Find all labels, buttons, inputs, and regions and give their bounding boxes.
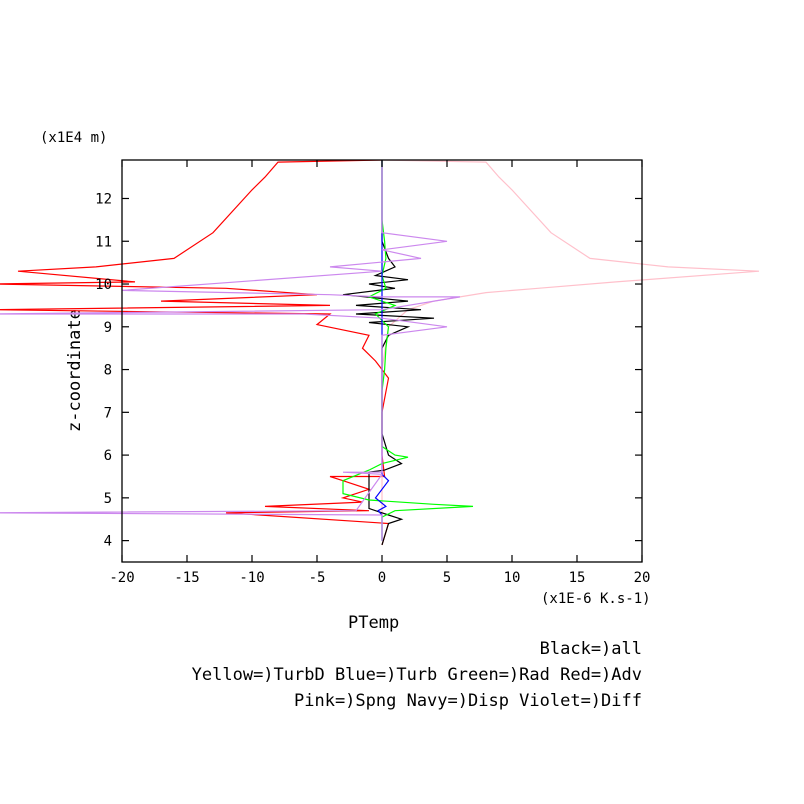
series-line-3 xyxy=(342,160,474,541)
series-line-2 xyxy=(342,160,435,546)
y-tick-label-7: 11 xyxy=(95,234,112,250)
y-tick-label-5: 9 xyxy=(104,320,112,336)
y-tick-label-4: 8 xyxy=(104,363,112,379)
y-tick-label-8: 12 xyxy=(95,191,112,207)
y-tick-label-3: 7 xyxy=(104,405,112,421)
x-axis-title: PTemp xyxy=(348,613,399,633)
y-tick-label-6: 10 xyxy=(95,277,112,293)
x-tick-label-6: 10 xyxy=(504,570,521,586)
x-unit-label: (x1E-6 K.s-1) xyxy=(541,591,651,607)
series-line-5 xyxy=(0,160,461,541)
y-axis-title: z-coordinate xyxy=(65,309,85,432)
series-line-0 xyxy=(0,160,390,546)
y-tick-label-0: 4 xyxy=(104,534,112,550)
x-tick-label-3: -5 xyxy=(309,570,326,586)
x-tick-label-8: 20 xyxy=(634,570,651,586)
x-tick-label-2: -10 xyxy=(239,570,264,586)
y-unit-label: (x1E4 m) xyxy=(40,130,107,146)
ticks-group: -20 -15 -10 -5 0 5 10 15 20 4 5 6 7 8 9 10 11 12 xyxy=(95,160,650,586)
y-tick-label-2: 6 xyxy=(104,448,112,464)
x-tick-label-1: -15 xyxy=(174,570,199,586)
legend-line-1: Black=)all xyxy=(540,639,642,659)
legend-line-3: Pink=)Spng Navy=)Disp Violet=)Diff xyxy=(294,691,642,711)
y-tick-label-1: 5 xyxy=(104,491,112,507)
series-group xyxy=(0,160,760,546)
legend-line-2: Yellow=)TurbD Blue=)Turb Green=)Rad Red=… xyxy=(192,665,642,685)
x-tick-label-0: -20 xyxy=(109,570,134,586)
x-tick-label-5: 5 xyxy=(443,570,451,586)
series-line-1 xyxy=(381,160,760,541)
x-tick-label-4: 0 xyxy=(378,570,386,586)
x-tick-label-7: 15 xyxy=(569,570,586,586)
